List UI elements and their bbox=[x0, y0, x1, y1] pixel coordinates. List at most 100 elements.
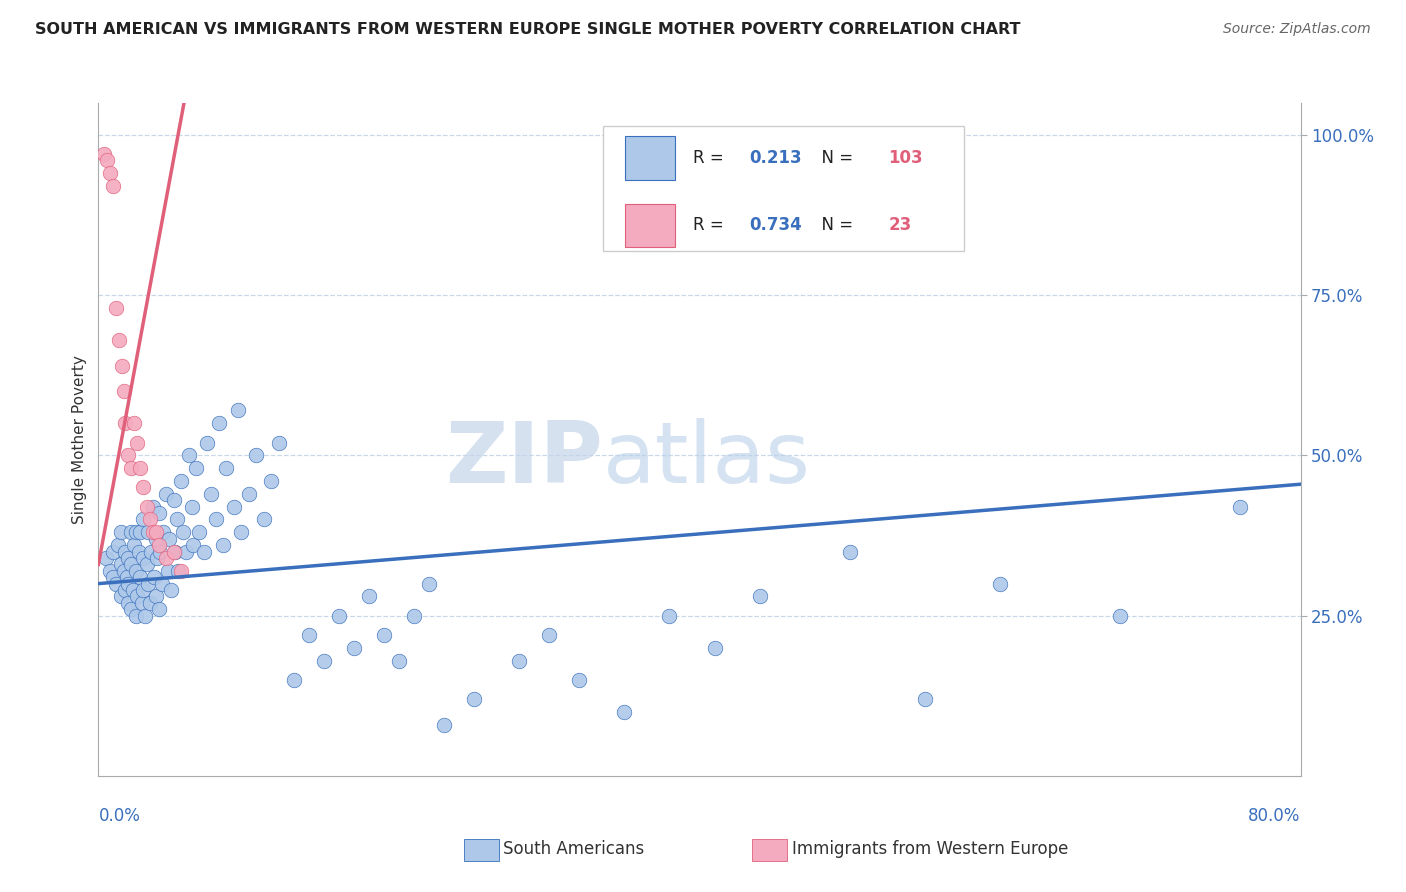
Point bbox=[212, 538, 235, 552]
Text: ZIP: ZIP bbox=[446, 418, 603, 501]
Text: 80.0%: 80.0% bbox=[1249, 807, 1301, 825]
Point bbox=[103, 570, 125, 584]
Point bbox=[148, 602, 170, 616]
Point bbox=[238, 487, 260, 501]
Point bbox=[208, 417, 231, 431]
Point bbox=[135, 500, 157, 514]
Point bbox=[129, 525, 152, 540]
Point bbox=[100, 166, 122, 180]
Point bbox=[231, 525, 253, 540]
Point bbox=[195, 435, 218, 450]
Point bbox=[114, 544, 136, 558]
Bar bbox=[624, 203, 675, 247]
Point bbox=[433, 717, 456, 731]
Point bbox=[181, 538, 204, 552]
Point bbox=[112, 564, 135, 578]
Point bbox=[145, 525, 167, 540]
Point bbox=[125, 608, 148, 623]
Point bbox=[93, 147, 115, 161]
Text: Source: ZipAtlas.com: Source: ZipAtlas.com bbox=[1223, 22, 1371, 37]
Point bbox=[121, 558, 143, 572]
Point bbox=[129, 461, 152, 475]
Text: SOUTH AMERICAN VS IMMIGRANTS FROM WESTERN EUROPE SINGLE MOTHER POVERTY CORRELATI: SOUTH AMERICAN VS IMMIGRANTS FROM WESTER… bbox=[35, 22, 1021, 37]
Point bbox=[121, 602, 143, 616]
Point bbox=[138, 596, 160, 610]
Point bbox=[110, 590, 132, 604]
Text: N =: N = bbox=[811, 149, 859, 167]
Point bbox=[838, 544, 860, 558]
Point bbox=[132, 582, 155, 597]
Point bbox=[157, 532, 180, 546]
Point bbox=[105, 301, 128, 315]
Point bbox=[117, 448, 139, 462]
Bar bbox=[624, 136, 675, 180]
Point bbox=[139, 544, 162, 558]
Point bbox=[174, 544, 197, 558]
Point bbox=[127, 590, 149, 604]
Point bbox=[107, 538, 129, 552]
Point bbox=[110, 525, 132, 540]
Point bbox=[121, 461, 143, 475]
Point bbox=[131, 596, 153, 610]
Point bbox=[149, 544, 172, 558]
Point bbox=[94, 551, 117, 566]
Text: 0.734: 0.734 bbox=[749, 216, 801, 234]
Point bbox=[508, 654, 530, 668]
Point bbox=[222, 500, 245, 514]
Point bbox=[162, 493, 184, 508]
Point bbox=[156, 564, 179, 578]
Point bbox=[312, 654, 335, 668]
Point bbox=[180, 500, 202, 514]
Point bbox=[136, 576, 159, 591]
Point bbox=[658, 608, 681, 623]
Point bbox=[132, 480, 155, 494]
Point bbox=[100, 564, 122, 578]
Point bbox=[200, 487, 222, 501]
Point bbox=[146, 551, 169, 566]
Text: 0.213: 0.213 bbox=[749, 149, 801, 167]
Point bbox=[115, 570, 138, 584]
Point bbox=[108, 333, 131, 347]
Point bbox=[111, 359, 134, 373]
Bar bbox=[603, 126, 965, 251]
Point bbox=[145, 590, 167, 604]
Point bbox=[748, 590, 770, 604]
Point bbox=[167, 564, 190, 578]
Point bbox=[148, 538, 170, 552]
Point bbox=[129, 570, 152, 584]
Point bbox=[463, 692, 485, 706]
Point bbox=[124, 417, 146, 431]
Point bbox=[253, 512, 276, 526]
Point bbox=[1229, 500, 1251, 514]
Point bbox=[170, 474, 193, 488]
Point bbox=[215, 461, 238, 475]
Point bbox=[988, 576, 1011, 591]
Point bbox=[188, 525, 211, 540]
Point bbox=[914, 692, 936, 706]
Point bbox=[166, 512, 188, 526]
Point bbox=[703, 640, 725, 655]
Point bbox=[193, 544, 215, 558]
Point bbox=[132, 551, 155, 566]
Point bbox=[122, 582, 145, 597]
Point bbox=[260, 474, 283, 488]
Point bbox=[117, 576, 139, 591]
Point bbox=[177, 448, 200, 462]
Point bbox=[155, 487, 177, 501]
Point bbox=[103, 178, 125, 193]
Point bbox=[138, 512, 160, 526]
Point bbox=[114, 582, 136, 597]
Point bbox=[152, 525, 174, 540]
Point bbox=[132, 512, 155, 526]
Point bbox=[402, 608, 425, 623]
Point bbox=[135, 558, 157, 572]
Text: Immigrants from Western Europe: Immigrants from Western Europe bbox=[792, 840, 1069, 858]
Point bbox=[204, 512, 226, 526]
Text: 23: 23 bbox=[889, 216, 911, 234]
Point bbox=[145, 532, 167, 546]
Point bbox=[121, 525, 143, 540]
Point bbox=[124, 538, 146, 552]
Point bbox=[538, 628, 561, 642]
Point bbox=[298, 628, 321, 642]
Point bbox=[125, 564, 148, 578]
